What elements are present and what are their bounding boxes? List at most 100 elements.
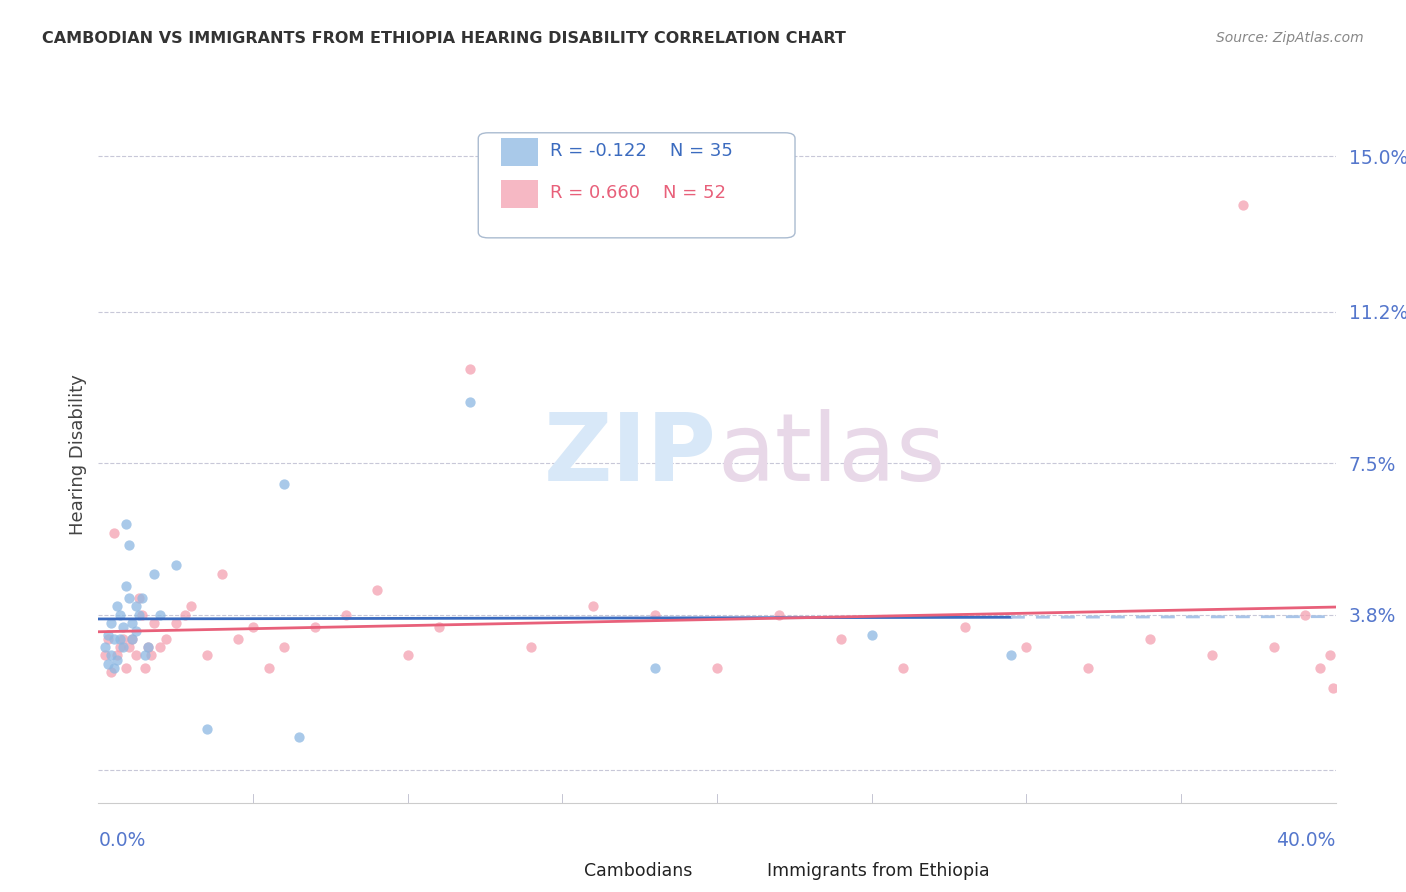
FancyBboxPatch shape	[501, 180, 537, 208]
Point	[115, 661, 138, 675]
Text: CAMBODIAN VS IMMIGRANTS FROM ETHIOPIA HEARING DISABILITY CORRELATION CHART: CAMBODIAN VS IMMIGRANTS FROM ETHIOPIA HE…	[42, 31, 846, 46]
Point	[1294, 607, 1316, 622]
Point	[118, 591, 141, 606]
Point	[124, 648, 146, 663]
Point	[149, 640, 172, 655]
Point	[1309, 661, 1331, 675]
Point	[1322, 681, 1344, 696]
Point	[124, 599, 146, 614]
Point	[180, 599, 202, 614]
Point	[118, 538, 141, 552]
Point	[1263, 640, 1285, 655]
Point	[134, 648, 156, 663]
Point	[860, 628, 883, 642]
Point	[131, 591, 153, 606]
Point	[105, 599, 128, 614]
FancyBboxPatch shape	[501, 138, 537, 166]
Point	[112, 640, 135, 655]
Point	[458, 394, 481, 409]
Point	[1319, 648, 1341, 663]
Point	[1139, 632, 1161, 646]
Point	[242, 620, 264, 634]
Point	[149, 607, 172, 622]
Point	[121, 632, 143, 646]
Point	[121, 615, 143, 630]
Point	[1015, 640, 1038, 655]
Point	[520, 640, 543, 655]
Point	[396, 648, 419, 663]
Point	[100, 648, 122, 663]
FancyBboxPatch shape	[650, 848, 676, 868]
Point	[105, 648, 128, 663]
Point	[100, 665, 122, 679]
Point	[644, 607, 666, 622]
Point	[121, 632, 143, 646]
Point	[273, 640, 295, 655]
Point	[139, 648, 162, 663]
Point	[108, 607, 131, 622]
Point	[195, 648, 218, 663]
Point	[582, 599, 605, 614]
Point	[97, 657, 120, 671]
Point	[768, 607, 790, 622]
Point	[174, 607, 197, 622]
Text: 0.0%: 0.0%	[98, 830, 146, 850]
Point	[112, 632, 135, 646]
Point	[1201, 648, 1223, 663]
Point	[97, 632, 120, 646]
Point	[1000, 648, 1022, 663]
Text: R = -0.122    N = 35: R = -0.122 N = 35	[550, 142, 733, 160]
Point	[100, 615, 122, 630]
Point	[97, 628, 120, 642]
Text: R = 0.660    N = 52: R = 0.660 N = 52	[550, 184, 725, 202]
Text: Immigrants from Ethiopia: Immigrants from Ethiopia	[766, 862, 990, 880]
Text: ZIP: ZIP	[544, 409, 717, 501]
Point	[165, 558, 187, 573]
FancyBboxPatch shape	[733, 848, 761, 868]
Point	[155, 632, 177, 646]
Point	[93, 648, 115, 663]
Y-axis label: Hearing Disability: Hearing Disability	[69, 375, 87, 535]
Text: atlas: atlas	[717, 409, 945, 501]
Point	[706, 661, 728, 675]
FancyBboxPatch shape	[478, 133, 794, 238]
Point	[112, 620, 135, 634]
Point	[131, 607, 153, 622]
Point	[458, 362, 481, 376]
Point	[304, 620, 326, 634]
Point	[103, 525, 125, 540]
Point	[136, 640, 159, 655]
Point	[1232, 198, 1254, 212]
Point	[165, 615, 187, 630]
Point	[115, 579, 138, 593]
Point	[124, 624, 146, 638]
Text: Source: ZipAtlas.com: Source: ZipAtlas.com	[1216, 31, 1364, 45]
Point	[366, 582, 388, 597]
Point	[211, 566, 233, 581]
Text: 40.0%: 40.0%	[1277, 830, 1336, 850]
Point	[118, 640, 141, 655]
Point	[273, 476, 295, 491]
Point	[257, 661, 280, 675]
Point	[953, 620, 976, 634]
Text: Cambodians: Cambodians	[583, 862, 692, 880]
Point	[1077, 661, 1099, 675]
Point	[108, 640, 131, 655]
Point	[427, 620, 450, 634]
Point	[128, 607, 150, 622]
Point	[128, 591, 150, 606]
Point	[830, 632, 852, 646]
Point	[105, 652, 128, 666]
Point	[136, 640, 159, 655]
Point	[891, 661, 914, 675]
Point	[143, 615, 166, 630]
Point	[103, 661, 125, 675]
Point	[335, 607, 357, 622]
Point	[143, 566, 166, 581]
Point	[288, 731, 311, 745]
Point	[103, 632, 125, 646]
Point	[115, 517, 138, 532]
Point	[195, 722, 218, 736]
Point	[226, 632, 249, 646]
Point	[134, 661, 156, 675]
